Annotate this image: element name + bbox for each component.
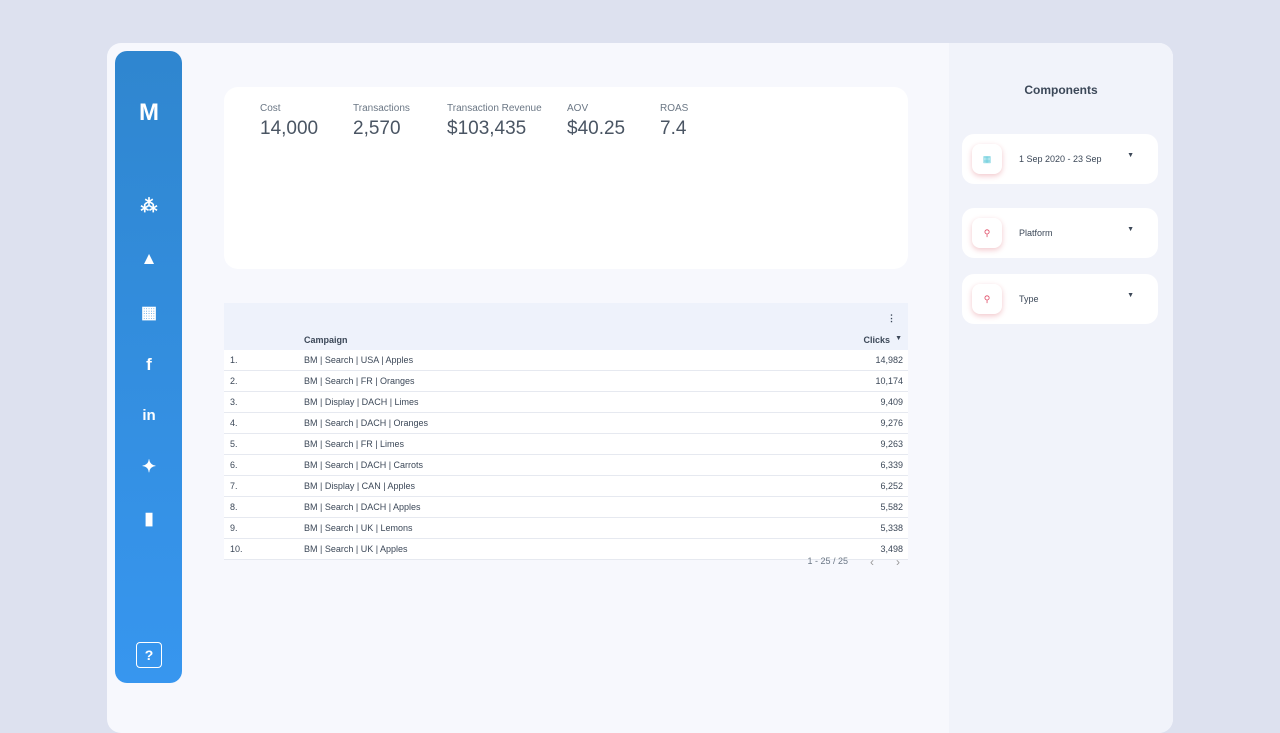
page-range: 1 - 25 / 25 [807,556,848,566]
dropdown-label: Platform [1019,228,1053,238]
cell: BM | Search | DACH | Carrots [304,460,424,470]
nav-icon[interactable]: f [146,355,152,374]
kpi-label: Cost [260,103,281,114]
cell: 6,339 [880,460,903,470]
components-panel: Components ▦ 1 Sep 2020 - 23 Sep ▼ ⚲ Platfor… [949,43,1173,733]
header[interactable]: Clicks [863,335,890,345]
kpi-value: $40.25 [567,118,626,139]
caret: ▼ [1127,152,1134,159]
logo[interactable]: M [139,99,159,126]
table-row: 8. BM | Search | DACH | Apples 5,582 [224,497,908,518]
cell: BM | Search | DACH | Oranges [304,418,429,428]
app-frame: M ⁂ ▲ ▦ f in ✦ ▮ ? Cost 14,000 Transaction… [107,43,1173,733]
table-row: 4. BM | Search | DACH | Oranges 9,276 [224,413,908,434]
table-row: 10. BM | Search | UK | Apples 3,498 [224,539,908,560]
cell: 6. [230,460,238,470]
kpi: AOV $40.25 [567,103,625,140]
table-row: 6. BM | Search | DACH | Carrots 6,339 [224,455,908,476]
kpi-value: $103,435 [447,118,527,139]
dropdown[interactable]: ⚲ Type ▼ [962,274,1158,324]
table: ⋮ Campaign Clicks ▼ 1. BM | Search | USA … [224,303,908,569]
pagination: 1 - 25 / 25 [807,556,848,566]
kpi-label: Transaction Revenue [447,103,542,114]
cell: BM | Display | CAN | Apples [304,481,416,491]
caret: ▼ [1127,226,1134,233]
kpi-label: Transactions [353,103,410,114]
cell: 6,252 [880,481,903,491]
cell: 1. [230,355,238,365]
prev[interactable]: ‹ [870,555,874,569]
cell: 2. [230,376,238,386]
table-row: 2. BM | Search | FR | Oranges 10,174 [224,371,908,392]
table-row: 5. BM | Search | FR | Limes 9,263 [224,434,908,455]
sort[interactable]: ▼ [895,335,902,342]
dropdown-label: 1 Sep 2020 - 23 Sep [1019,154,1102,164]
kpi-value: 14,000 [260,118,319,139]
table-row: 1. BM | Search | USA | Apples 14,982 [224,350,908,371]
table-row: 7. BM | Display | CAN | Apples 6,252 [224,476,908,497]
cell: 9. [230,523,238,533]
cell: 3. [230,397,238,407]
dropdown-label: Type [1019,294,1039,304]
cell: 10. [230,544,243,554]
nav-icon[interactable]: ▲ [140,249,158,268]
kpi: Cost 14,000 [260,103,318,140]
table-header: ⋮ Campaign Clicks ▼ [224,303,908,350]
dropdown[interactable]: ⚲ Platform ▼ [962,208,1158,258]
menu[interactable]: ⋮ [887,313,896,323]
cell: 9,409 [880,397,903,407]
nav-icon[interactable]: ▮ [144,509,154,528]
nav-icon[interactable]: ▦ [140,303,158,322]
icon: ⚲ [972,284,1002,314]
kpi-label: ROAS [660,103,689,114]
help[interactable]: ? [136,642,162,668]
cell: BM | Search | UK | Lemons [304,523,413,533]
cell: BM | Search | DACH | Apples [304,502,421,512]
nav-icon[interactable]: ✦ [141,457,157,476]
kpi-value: 7.4 [660,118,687,139]
cell: BM | Search | UK | Apples [304,544,408,554]
kpi: Transactions 2,570 [353,103,410,140]
icon: ▦ [972,144,1002,174]
kpi-value: 2,570 [353,118,401,139]
cell: 3,498 [880,544,903,554]
sidebar: M ⁂ ▲ ▦ f in ✦ ▮ ? [115,51,182,683]
dropdown[interactable]: ▦ 1 Sep 2020 - 23 Sep ▼ [962,134,1158,184]
panel-title: Components [1024,83,1098,97]
cell: 5,582 [880,502,903,512]
next[interactable]: › [896,555,900,569]
caret: ▼ [1127,292,1134,299]
table-row: 3. BM | Display | DACH | Limes 9,409 [224,392,908,413]
cell: 4. [230,418,238,428]
cell: 9,263 [880,439,903,449]
nav-icon[interactable]: in [142,407,156,424]
table-row: 9. BM | Search | UK | Lemons 5,338 [224,518,908,539]
kpi-card: Cost 14,000 Transactions 2,570 Transaction R… [224,87,908,269]
cell: 7. [230,481,238,491]
cell: 8. [230,502,238,512]
nav-icon[interactable]: ⁂ [140,196,158,215]
cell: 9,276 [880,418,903,428]
kpi: Transaction Revenue $103,435 [447,103,542,140]
cell: 14,982 [875,355,903,365]
cell: BM | Display | DACH | Limes [304,397,419,407]
icon: ⚲ [972,218,1002,248]
cell: 10,174 [875,376,903,386]
kpi: ROAS 7.4 [660,103,688,140]
cell: BM | Search | FR | Oranges [304,376,415,386]
cell: 5. [230,439,238,449]
header: Campaign [304,335,348,345]
cell: BM | Search | FR | Limes [304,439,405,449]
cell: 5,338 [880,523,903,533]
kpi-label: AOV [567,103,589,114]
cell: BM | Search | USA | Apples [304,355,414,365]
